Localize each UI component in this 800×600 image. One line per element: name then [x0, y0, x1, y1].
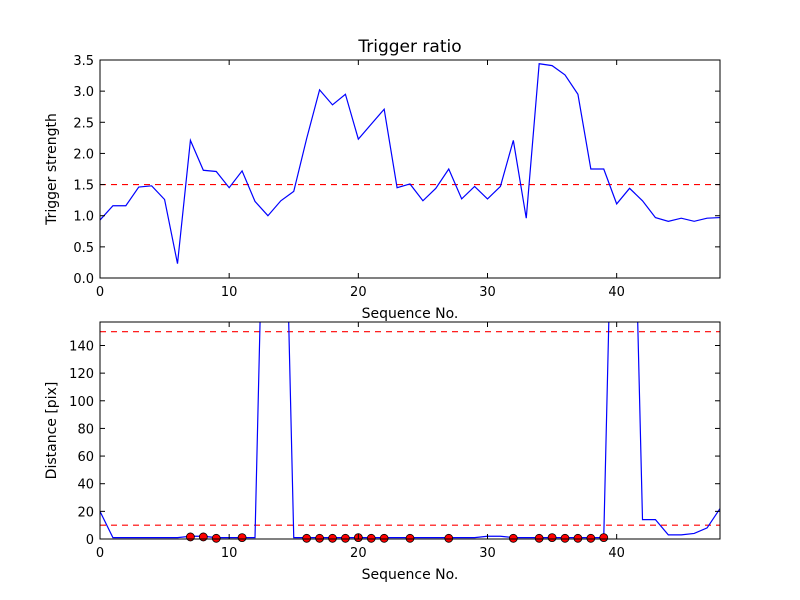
plot-area: [100, 322, 720, 539]
x-tick-label-2: 20: [350, 285, 367, 300]
x-tick-label-3: 30: [479, 546, 496, 561]
data-point-4: [302, 533, 312, 543]
x-tick-label-1: 10: [221, 285, 238, 300]
y-tick-label-2: 1.0: [73, 210, 94, 225]
data-point-17: [573, 533, 583, 543]
x-axis-label: Sequence No.: [362, 306, 459, 322]
plot-content: [100, 63, 720, 264]
y-tick-label-6: 120: [69, 367, 94, 382]
bottom-panel: 0 10 20 30 40 0 20 40 60 80 100 120 140 Sequence No. D…: [44, 321, 721, 583]
data-point-16: [560, 533, 570, 543]
x-tick-label-4: 40: [608, 546, 625, 561]
x-axis-label: Sequence No.: [362, 567, 459, 583]
y-tick-label-2: 40: [77, 478, 94, 493]
y-axis-label: Distance [pix]: [44, 382, 60, 480]
y-axis-label: Trigger strength: [44, 113, 60, 226]
x-tick-label-0: 0: [96, 546, 104, 561]
x-tick-label-2: 20: [350, 546, 367, 561]
data-point-19: [599, 533, 609, 543]
data-point-13: [508, 533, 518, 543]
top-panel: 0 10 20 30 40 0.0 0.5 1.0 1.5 2.0 2.5 3.0 3.5 Trigger…: [44, 37, 721, 322]
data-point-6: [328, 533, 337, 543]
y-tick-label-1: 0.5: [73, 241, 94, 256]
data-point-14: [534, 533, 544, 543]
y-tick-label-3: 1.5: [73, 179, 94, 194]
y-tick-label-4: 80: [77, 422, 94, 437]
x-tick-label-3: 30: [479, 285, 496, 300]
data-point-1: [198, 532, 208, 542]
y-tick-label-5: 100: [69, 395, 94, 410]
y-tick-label-5: 2.5: [73, 116, 94, 131]
axes-frame: [99, 59, 721, 279]
axes-frame: [99, 321, 721, 540]
x-tick-label-1: 10: [221, 546, 238, 561]
data-point-2: [211, 533, 221, 543]
data-point-9: [366, 533, 376, 543]
y-tick-label-3: 60: [77, 450, 94, 465]
data-point-5: [315, 533, 324, 543]
y-tick-label-7: 140: [69, 339, 94, 354]
data-point-10: [379, 533, 389, 543]
data-point-3: [237, 533, 247, 543]
data-point-12: [444, 533, 454, 543]
data-point-7: [341, 533, 350, 543]
data-point-0: [186, 532, 195, 542]
data-point-11: [405, 533, 415, 543]
data-point-18: [586, 533, 596, 543]
x-tick-label-0: 0: [96, 285, 104, 300]
y-tick-label-0: 0.0: [73, 272, 94, 287]
y-tick-label-1: 20: [77, 505, 94, 520]
y-tick-label-0: 0: [86, 533, 94, 548]
series-line-0: [100, 63, 720, 264]
y-tick-label-6: 3.0: [73, 85, 94, 100]
data-point-15: [547, 533, 557, 543]
y-tick-label-4: 2.0: [73, 147, 94, 162]
plot-area: [100, 60, 720, 278]
y-tick-label-7: 3.5: [73, 54, 94, 69]
x-tick-label-4: 40: [608, 285, 625, 300]
chart-title: Trigger ratio: [357, 37, 461, 57]
